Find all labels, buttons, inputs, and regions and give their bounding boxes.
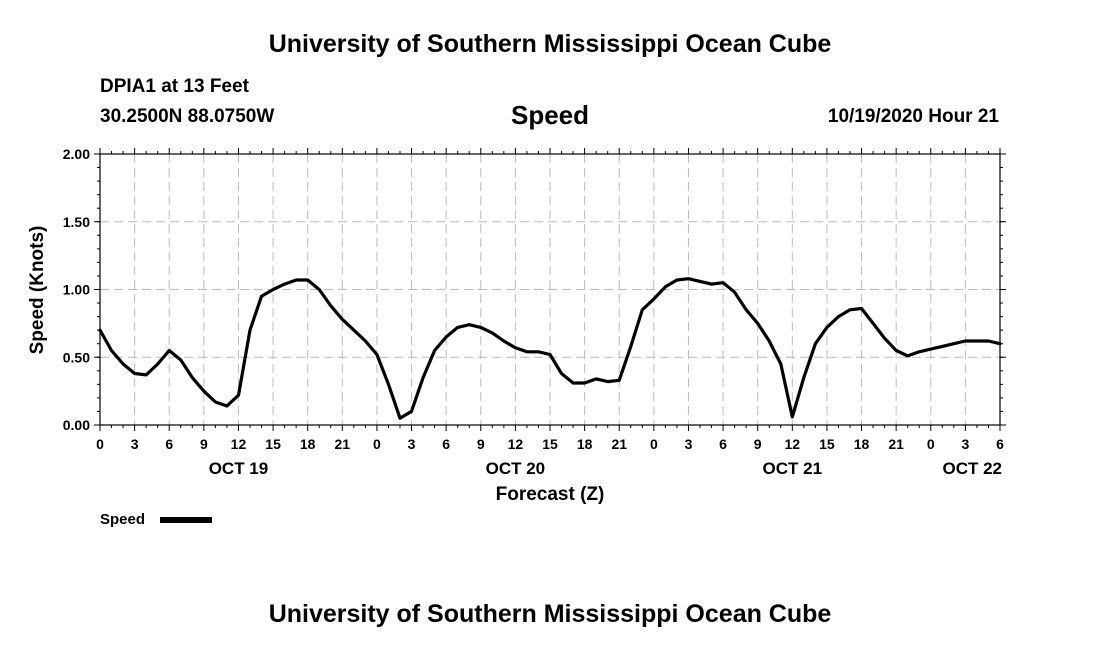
y-tick-label: 0.50 xyxy=(63,349,90,365)
y-tick-label: 0.00 xyxy=(63,417,90,433)
legend-swatch xyxy=(160,517,212,523)
station-label: DPIA1 at 13 Feet xyxy=(100,76,249,97)
issued-time: 10/19/2020 Hour 21 xyxy=(827,106,999,127)
x-tick-label: 12 xyxy=(508,436,524,452)
speed-series-line xyxy=(98,277,1002,420)
legend-label: Speed xyxy=(100,511,145,528)
x-tick-label: 21 xyxy=(888,436,904,452)
x-tick-label: 15 xyxy=(542,436,558,452)
variable-title: Speed xyxy=(510,100,590,130)
x-tick-label: 0 xyxy=(373,436,381,452)
x-tick-label: 6 xyxy=(165,436,173,452)
x-tick-label: 6 xyxy=(719,436,727,452)
y-tick-label: 2.00 xyxy=(63,146,90,162)
date-label: OCT 19 xyxy=(209,459,269,478)
x-tick-label: 0 xyxy=(927,436,935,452)
x-tick-label: 3 xyxy=(685,436,693,452)
y-tick-label: 1.50 xyxy=(63,214,90,230)
y-axis-label: Speed (Knots) xyxy=(27,226,48,355)
station-coordinates: 30.2500N 88.0750W xyxy=(100,106,275,127)
x-tick-label: 9 xyxy=(754,436,762,452)
date-label: OCT 20 xyxy=(486,459,546,478)
grid-lines xyxy=(100,154,1000,425)
x-tick-label: 21 xyxy=(335,436,351,452)
x-tick-label: 3 xyxy=(961,436,969,452)
x-tick-label: 0 xyxy=(96,436,104,452)
tick-labels: 0.00 0.50 1.00 1.50 2.00 0 3 6 9 12 15 18 21 0 3 6 9 12 15… xyxy=(63,146,1004,478)
x-tick-label: 18 xyxy=(300,436,316,452)
x-tick-label: 3 xyxy=(408,436,416,452)
page-title-top: University of Southern Mississippi Ocean… xyxy=(268,30,832,58)
x-tick-label: 18 xyxy=(854,436,870,452)
x-tick-label: 6 xyxy=(442,436,450,452)
x-tick-label: 12 xyxy=(785,436,801,452)
x-tick-label: 9 xyxy=(200,436,208,452)
x-tick-label: 15 xyxy=(819,436,835,452)
x-tick-label: 21 xyxy=(611,436,627,452)
page-title-bottom: University of Southern Mississippi Ocean… xyxy=(268,600,832,628)
x-tick-label: 6 xyxy=(996,436,1004,452)
y-tick-label: 1.00 xyxy=(63,282,90,298)
date-label: OCT 22 xyxy=(942,459,1002,478)
x-tick-label: 9 xyxy=(477,436,485,452)
x-tick-label: 3 xyxy=(131,436,139,452)
plot-frame xyxy=(99,153,1001,426)
x-tick-label: 12 xyxy=(231,436,247,452)
x-axis-label: Forecast (Z) xyxy=(496,484,605,505)
x-tick-label: 0 xyxy=(650,436,658,452)
x-tick-label: 15 xyxy=(265,436,281,452)
x-tick-label: 18 xyxy=(577,436,593,452)
date-label: OCT 21 xyxy=(763,459,823,478)
